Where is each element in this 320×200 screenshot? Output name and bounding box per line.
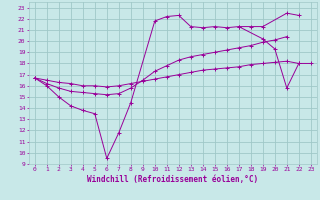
- X-axis label: Windchill (Refroidissement éolien,°C): Windchill (Refroidissement éolien,°C): [87, 175, 258, 184]
